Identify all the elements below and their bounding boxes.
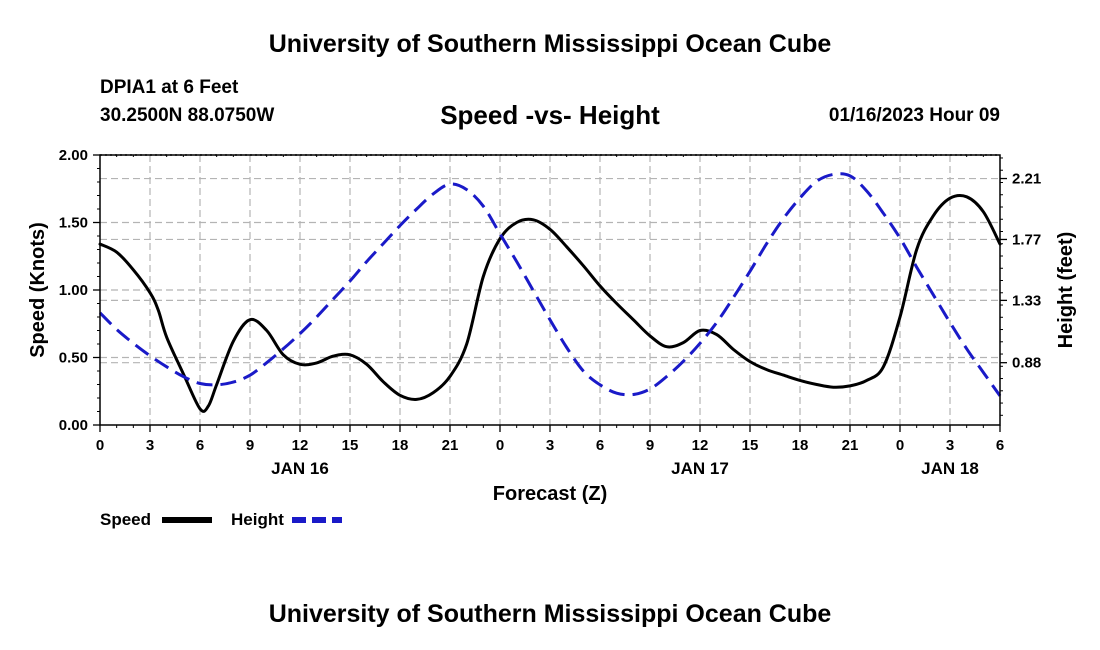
y-tick-label: 1.50 bbox=[59, 215, 88, 232]
x-tick-label: 6 bbox=[196, 437, 204, 454]
legend-speed-label: Speed bbox=[100, 510, 151, 529]
x-tick-label: 21 bbox=[842, 437, 859, 454]
grid-layer bbox=[100, 155, 1000, 425]
forecast-datestamp: 01/16/2023 Hour 09 bbox=[828, 105, 1000, 126]
series-height-line bbox=[98, 172, 1002, 397]
x-tick-label: 18 bbox=[392, 437, 409, 454]
x-tick-label: 9 bbox=[646, 437, 654, 454]
chart-title: University of Southern Mississippi Ocean… bbox=[268, 30, 832, 58]
date-label: JAN 18 bbox=[921, 459, 979, 478]
y2-tick-label: 1.33 bbox=[1012, 292, 1041, 309]
x-tick-label: 0 bbox=[96, 437, 104, 454]
x-tick-label: 9 bbox=[246, 437, 254, 454]
legend-height-label: Height bbox=[231, 510, 284, 529]
y2-tick-label: 1.77 bbox=[1012, 231, 1041, 248]
footer-title: University of Southern Mississippi Ocean… bbox=[268, 600, 832, 628]
x-tick-label: 3 bbox=[546, 437, 554, 454]
station-label: DPIA1 at 6 Feet bbox=[100, 77, 239, 98]
axis-layer: 0 3 6 9 12 15 18 21 0 3 6 9 12 15 18 21 0 3 6 JAN 16 JAN 17 J… bbox=[59, 147, 1041, 478]
x-tick-label: 0 bbox=[896, 437, 904, 454]
plot-subtitle: Speed -vs- Height bbox=[440, 100, 660, 130]
x-tick-label: 18 bbox=[792, 437, 809, 454]
x-tick-label: 6 bbox=[596, 437, 604, 454]
date-label: JAN 16 bbox=[271, 459, 329, 478]
x-tick-label: 15 bbox=[342, 437, 359, 454]
y2-tick-label: 2.21 bbox=[1012, 171, 1041, 188]
y-tick-label: 0.00 bbox=[59, 417, 88, 434]
x-tick-label: 15 bbox=[742, 437, 759, 454]
date-label: JAN 17 bbox=[671, 459, 729, 478]
y2-axis-label: Height (feet) bbox=[1055, 232, 1077, 349]
station-coordinates: 30.2500N 88.0750W bbox=[100, 105, 275, 126]
series-speed-line bbox=[98, 193, 1002, 413]
x-axis-label: Forecast (Z) bbox=[493, 483, 607, 505]
x-tick-label: 0 bbox=[496, 437, 504, 454]
series-layer bbox=[98, 172, 1002, 413]
x-tick-label: 3 bbox=[146, 437, 154, 454]
x-tick-label: 6 bbox=[996, 437, 1004, 454]
legend: Speed Height bbox=[100, 510, 342, 529]
y-tick-label: 2.00 bbox=[59, 147, 88, 164]
y2-tick-label: 0.88 bbox=[1012, 355, 1041, 372]
y-tick-label: 0.50 bbox=[59, 350, 88, 367]
x-tick-label: 12 bbox=[292, 437, 309, 454]
x-tick-label: 12 bbox=[692, 437, 709, 454]
y-axis-label: Speed (Knots) bbox=[27, 222, 49, 358]
x-tick-label: 21 bbox=[442, 437, 459, 454]
x-tick-label: 3 bbox=[946, 437, 954, 454]
y-tick-label: 1.00 bbox=[59, 282, 88, 299]
